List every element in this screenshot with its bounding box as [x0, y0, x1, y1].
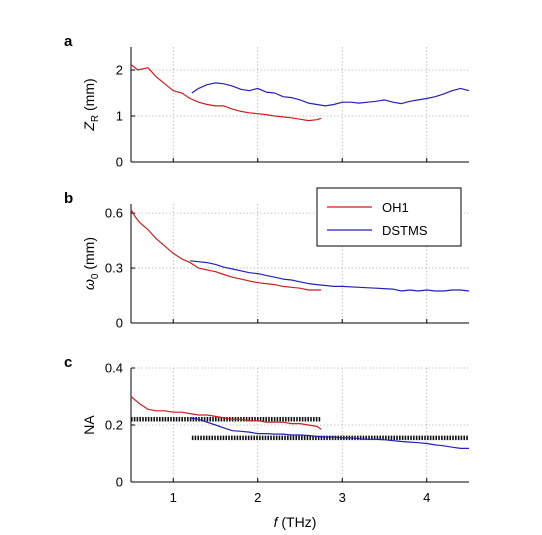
y-axis-label-sub: 0	[90, 273, 101, 279]
y-axis-label: ω0 (mm)	[81, 237, 101, 290]
x-axis-label-unit: (THz)	[278, 514, 317, 530]
y-axis-label-unit: (mm)	[81, 237, 97, 274]
y-tick-label: 0.3	[105, 261, 123, 276]
panel-letter-b: b	[64, 190, 73, 207]
x-tick-label: 1	[170, 490, 177, 505]
x-tick-label: 2	[254, 490, 261, 505]
series-line-oh1	[130, 209, 322, 291]
legend-box	[316, 187, 462, 247]
y-tick-label: 1	[116, 109, 123, 124]
x-axis-label-var: f	[274, 514, 280, 530]
y-tick-label: 0	[116, 316, 123, 331]
y-axis-label-sub: R	[90, 115, 101, 122]
x-axis-label: f (THz)	[274, 514, 317, 530]
panel-c: 0 0.2 0.4 c NA	[64, 354, 469, 490]
legend: OH1 DSTMS	[316, 187, 462, 247]
y-tick-label: 0.2	[105, 418, 123, 433]
series-line-dstms	[190, 417, 469, 449]
legend-label-dstms: DSTMS	[382, 223, 428, 238]
y-tick-label: 0	[116, 475, 123, 490]
y-axis-label-main: ω	[81, 279, 97, 290]
y-tick-label: 0	[116, 155, 123, 170]
y-tick-label: 2	[116, 63, 123, 78]
series-line-oh1	[130, 64, 322, 122]
y-axis-label-main: Z	[81, 122, 97, 132]
y-axis-label: ZR (mm)	[81, 78, 101, 131]
y-axis-label-main: NA	[81, 415, 97, 435]
series-line-oh1	[130, 396, 322, 430]
panel-letter-c: c	[64, 354, 72, 371]
y-tick-label: 0.4	[105, 361, 123, 376]
x-tick-label: 3	[339, 490, 346, 505]
y-tick-label: 0.6	[105, 206, 123, 221]
y-axis-label-unit: (mm)	[81, 78, 97, 115]
legend-label-oh1: OH1	[382, 200, 409, 215]
y-axis-label: NA	[81, 415, 97, 435]
panel-a: 0 1 2 a ZR (mm)	[64, 33, 470, 170]
x-tick-label: 4	[423, 490, 430, 505]
series-line-dstms	[191, 82, 470, 107]
series-line-dstms	[190, 260, 470, 292]
panel-letter-a: a	[64, 33, 73, 50]
